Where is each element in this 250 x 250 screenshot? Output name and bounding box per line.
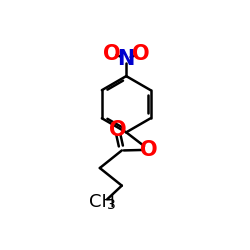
Text: O: O [108, 120, 126, 141]
Text: O: O [132, 44, 150, 64]
Text: O: O [140, 140, 158, 160]
Text: 3: 3 [106, 198, 115, 212]
Text: CH: CH [89, 193, 115, 211]
Text: O: O [103, 44, 120, 64]
Text: N: N [118, 48, 135, 68]
